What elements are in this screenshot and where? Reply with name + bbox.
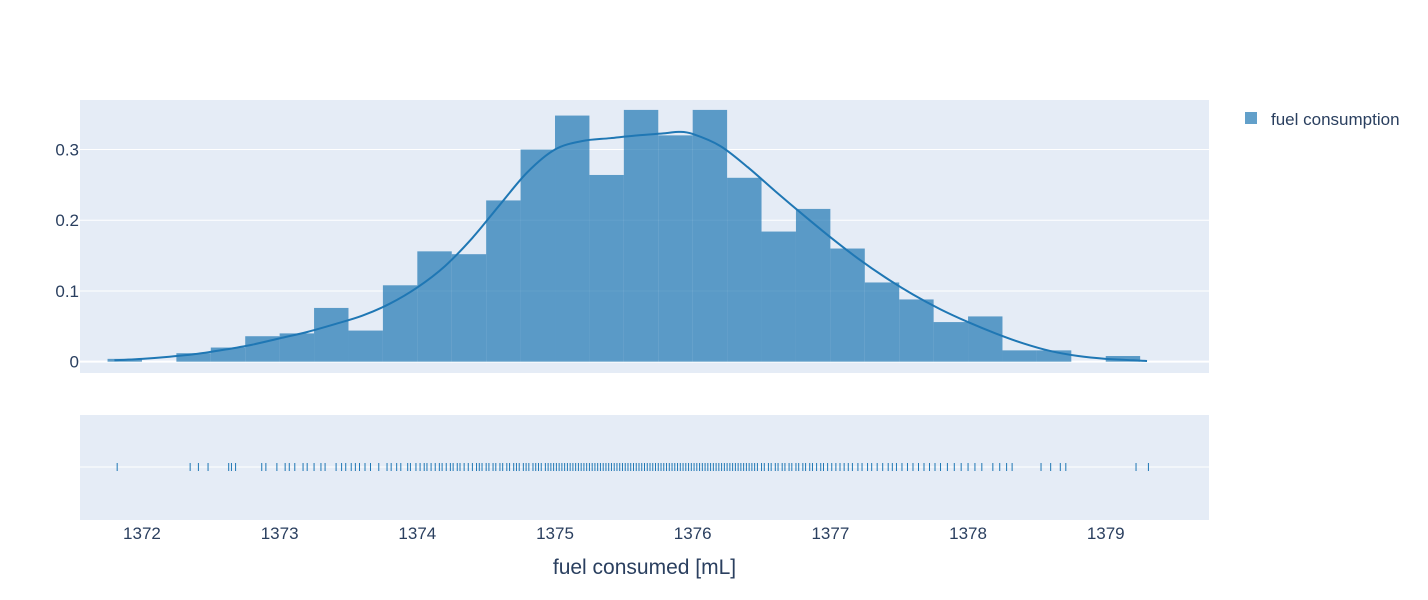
x-tick-label: 1376 [674, 524, 712, 543]
histogram-bar [830, 248, 865, 362]
y-tick-label: 0.3 [55, 141, 79, 160]
y-tick-label: 0 [70, 353, 79, 372]
x-tick-label: 1375 [536, 524, 574, 543]
histogram-bar [692, 109, 728, 362]
histogram-bar [795, 208, 831, 362]
histogram-bar [1036, 350, 1072, 362]
histogram-bar [589, 174, 624, 362]
histogram-bar [417, 251, 452, 362]
histogram-bar [968, 316, 1003, 362]
x-tick-label: 1379 [1087, 524, 1125, 543]
rug-marks [116, 463, 1149, 471]
legend-label: fuel consumption [1271, 110, 1400, 129]
histogram-bar [899, 299, 934, 362]
histogram-bar [279, 333, 315, 362]
x-tick-label: 1378 [949, 524, 987, 543]
density-curve [114, 130, 1148, 362]
x-tick-label: 1373 [261, 524, 299, 543]
histogram-bars [107, 109, 1141, 362]
legend[interactable]: fuel consumption [1245, 110, 1400, 129]
y-tick-label: 0.2 [55, 211, 79, 230]
x-tick-labels: 1372 1373 1374 1375 1376 1377 1378 1379 [123, 524, 1125, 543]
histogram-bar [727, 177, 762, 362]
histogram-bar [864, 282, 900, 362]
histogram-bar [658, 135, 693, 362]
legend-swatch [1245, 112, 1257, 124]
histogram-bar [555, 115, 590, 362]
y-tick-labels: 0 0.1 0.2 0.3 [55, 141, 79, 372]
histogram-bar [348, 330, 383, 362]
histogram-bar [761, 231, 796, 362]
histogram-bar [314, 307, 349, 362]
histogram-bar [451, 254, 487, 362]
x-axis-title: fuel consumed [mL] [553, 556, 736, 579]
x-tick-label: 1377 [811, 524, 849, 543]
histogram-bar [623, 109, 659, 362]
x-tick-label: 1372 [123, 524, 161, 543]
x-tick-label: 1374 [398, 524, 436, 543]
histogram-bar [486, 200, 521, 362]
histogram-bar [933, 322, 969, 362]
histogram-bar [176, 353, 211, 362]
histogram-bar [382, 285, 418, 362]
y-tick-label: 0.1 [55, 282, 79, 301]
histogram-bar [1002, 350, 1037, 362]
histogram-bar [520, 149, 556, 362]
